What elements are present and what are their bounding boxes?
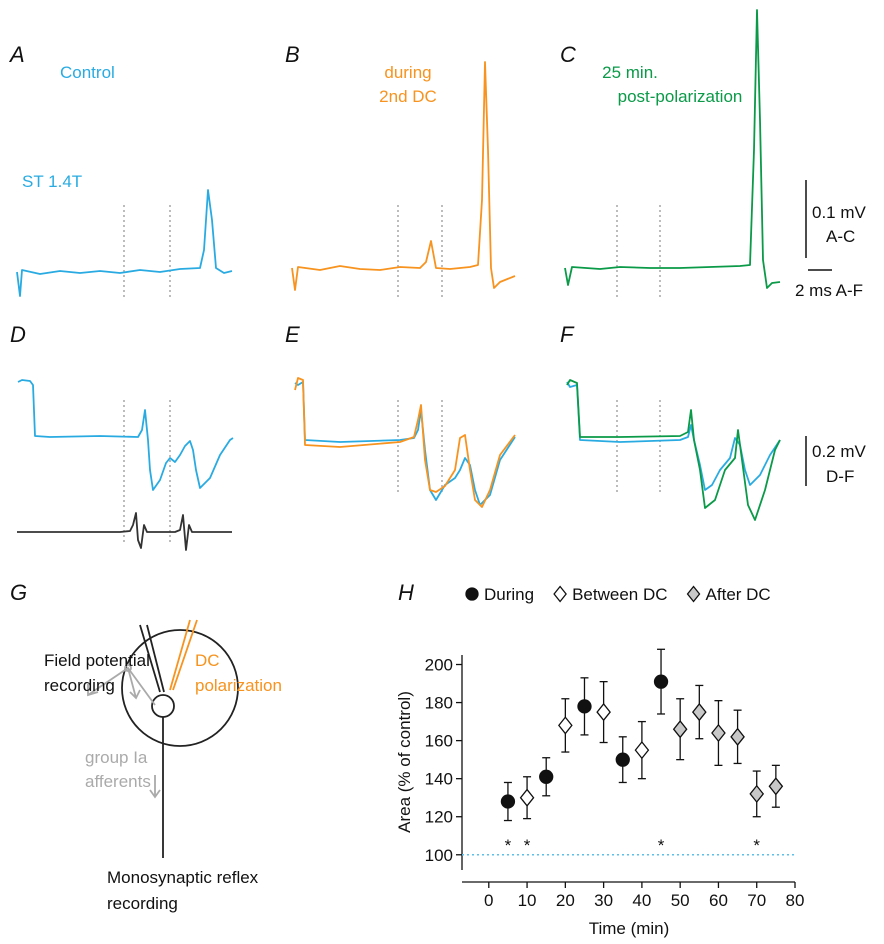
y-tick-label: 120: [425, 808, 453, 827]
diagram-label: recording: [44, 676, 115, 695]
y-tick-label: 140: [425, 770, 453, 789]
diagram-label: afferents: [85, 772, 151, 791]
annotation: *: [753, 836, 760, 855]
point: [749, 784, 765, 804]
diagram-label: DC: [195, 651, 220, 670]
diagram-label: polarization: [195, 676, 282, 695]
annotation: *: [505, 836, 512, 855]
x-tick-label: 60: [709, 891, 728, 910]
time-markers: [123, 205, 661, 545]
legend-marker: [465, 587, 479, 601]
point: [539, 769, 554, 784]
diagram-label: Field potential: [44, 651, 150, 670]
x-tick-label: 0: [484, 891, 493, 910]
point: [500, 794, 516, 809]
diagram-label: group Ia: [85, 748, 148, 767]
x-axis-title: Time (min): [589, 919, 670, 938]
x-tick-label: 30: [594, 891, 613, 910]
panel-label: G: [10, 580, 27, 605]
point: [691, 702, 707, 722]
chart: Time (min) Area (% of control) 100120140…: [395, 585, 804, 938]
legend-marker: [686, 585, 701, 603]
diagram: [87, 619, 239, 858]
point: [711, 723, 726, 743]
x-tick-label: 50: [671, 891, 690, 910]
caption: post-polarization: [618, 87, 743, 106]
point: [558, 716, 573, 735]
point: [577, 699, 592, 714]
x-tick-label: 70: [747, 891, 766, 910]
point: [615, 752, 630, 767]
panel-label: F: [560, 322, 575, 347]
caption: ST 1.4T: [22, 172, 82, 191]
x-tick-label: 20: [556, 891, 575, 910]
caption: Control: [60, 63, 115, 82]
y-tick-label: 160: [425, 732, 453, 751]
panel-label: D: [10, 322, 26, 347]
caption: 2nd DC: [379, 87, 437, 106]
scale-label: A-C: [826, 227, 855, 246]
point: [634, 740, 650, 760]
y-axis-title: Area (% of control): [395, 691, 414, 833]
scale-label: 0.1 mV: [812, 203, 867, 222]
point: [672, 720, 688, 739]
point: [596, 702, 611, 722]
point: [653, 674, 669, 689]
x-tick-label: 10: [518, 891, 537, 910]
y-tick-label: 200: [425, 656, 453, 675]
legend-marker: [553, 585, 567, 603]
panel-label: B: [285, 42, 300, 67]
scale-label: 0.2 mV: [812, 442, 867, 461]
scale-label: 2 ms A-F: [795, 281, 863, 300]
x-tick-label: 40: [632, 891, 651, 910]
point: [519, 788, 535, 807]
point: [730, 727, 745, 746]
traces: [16, 9, 781, 551]
panel-label: C: [560, 42, 576, 67]
y-tick-label: 100: [425, 846, 453, 865]
point: [768, 777, 784, 796]
legend-label: During: [484, 585, 534, 604]
panel-label: A: [8, 42, 25, 67]
x-tick-label: 80: [786, 891, 805, 910]
legend-label: After DC: [706, 585, 771, 604]
diagram-label: recording: [107, 894, 178, 913]
y-tick-label: 180: [425, 694, 453, 713]
panel-label: H: [398, 580, 414, 605]
caption: during: [384, 63, 431, 82]
scale-label: D-F: [826, 467, 854, 486]
annotation: *: [524, 836, 531, 855]
diagram-label: Monosynaptic reflex: [107, 868, 259, 887]
caption: 25 min.: [602, 63, 658, 82]
annotation: *: [658, 836, 665, 855]
legend-label: Between DC: [572, 585, 667, 604]
panel-label: E: [285, 322, 300, 347]
